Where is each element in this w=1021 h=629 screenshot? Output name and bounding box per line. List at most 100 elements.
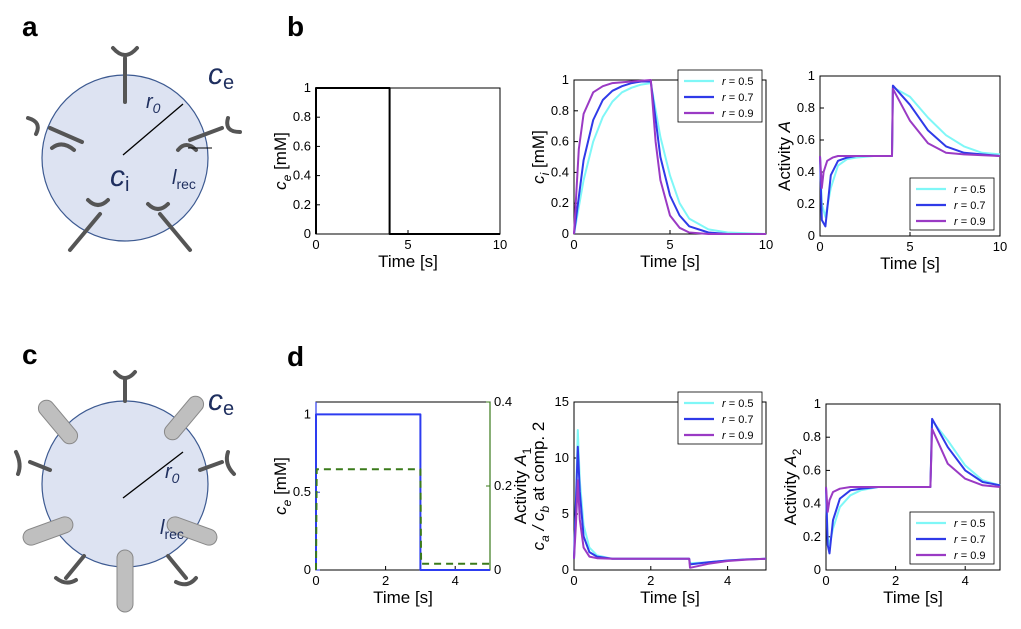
y2-tick-label: 0 bbox=[494, 562, 501, 577]
x-tick-label: 0 bbox=[570, 573, 577, 588]
legend-label: r = 0.7 bbox=[954, 200, 986, 212]
legend: r = 0.5 r = 0.7 r = 0.9 bbox=[909, 511, 995, 565]
plot-frame bbox=[573, 401, 767, 571]
panel-letter-b: b bbox=[287, 11, 304, 42]
panel-letter-a: a bbox=[22, 11, 38, 42]
legend-label: r = 0.9 bbox=[722, 430, 754, 442]
y-tick-label: 0.6 bbox=[293, 138, 311, 153]
series-line-c-e bbox=[315, 87, 500, 235]
x-tick-label: 5 bbox=[666, 237, 673, 252]
x-tick-label: 10 bbox=[993, 239, 1007, 254]
series-line-r-0-5 bbox=[573, 429, 767, 565]
radius-line bbox=[122, 451, 184, 499]
y-tick-label: 0.8 bbox=[803, 429, 821, 444]
y-tick-label: 0.6 bbox=[551, 134, 569, 149]
receptor-length-label: lrec bbox=[172, 167, 196, 192]
legend-label: r = 0.9 bbox=[722, 108, 754, 120]
series-line-r-0-5 bbox=[573, 82, 767, 235]
y-tick-label: 0.2 bbox=[803, 529, 821, 544]
y-tick-label: 1 bbox=[562, 72, 569, 87]
series-line-r-0-7 bbox=[573, 80, 766, 235]
y-tick-label: 5 bbox=[562, 506, 569, 521]
y2-tick-label: 0.2 bbox=[494, 478, 512, 493]
y-tick-label: 15 bbox=[555, 394, 569, 409]
plot-frame bbox=[315, 401, 491, 571]
series-line-r-0-9 bbox=[819, 87, 1001, 189]
inside-concentration-label: ci bbox=[110, 160, 129, 196]
y-tick-label: 0.4 bbox=[797, 164, 815, 179]
panel-letter-d: d bbox=[287, 341, 304, 372]
y-tick-label: 0 bbox=[304, 226, 311, 241]
y2-tick-label: 0.4 bbox=[494, 394, 512, 409]
x-tick-label: 4 bbox=[962, 573, 969, 588]
x-tick-label: 10 bbox=[759, 237, 773, 252]
x-tick-label: 0 bbox=[312, 573, 319, 588]
y-tick-label: 0.8 bbox=[797, 100, 815, 115]
legend: r = 0.5 r = 0.7 r = 0.9 bbox=[909, 177, 995, 231]
y-tick-label: 0.6 bbox=[797, 132, 815, 147]
series-line-a-1 bbox=[315, 468, 490, 571]
y-axis-label: ce [mM] bbox=[271, 132, 294, 190]
y-tick-label: 0.5 bbox=[293, 484, 311, 499]
x-tick-label: 2 bbox=[892, 573, 899, 588]
y-tick-label: 10 bbox=[555, 450, 569, 465]
legend-label: r = 0.5 bbox=[954, 184, 986, 196]
receptors bbox=[14, 370, 236, 587]
y-tick-label: 0.2 bbox=[797, 196, 815, 211]
x-tick-label: 2 bbox=[647, 573, 654, 588]
x-axis-label: Time [s] bbox=[883, 588, 943, 607]
y-tick-label: 0 bbox=[814, 562, 821, 577]
radius-label: r0 bbox=[165, 461, 180, 486]
y-tick-label: 0 bbox=[304, 562, 311, 577]
x-tick-label: 4 bbox=[452, 573, 459, 588]
series-line-r-0-9 bbox=[825, 427, 1001, 513]
y2-axis-label: Activity A1 bbox=[511, 447, 534, 524]
series-line-r-0-9 bbox=[573, 479, 767, 569]
chart-d3-activity: 0 2 4 0 0.2 0.4 0.6 0.8 1 Time [s] Activity A2 r = … bbox=[781, 396, 1001, 607]
x-axis-label: Time [s] bbox=[880, 254, 940, 273]
x-tick-label: 0 bbox=[816, 239, 823, 254]
legend-label: r = 0.5 bbox=[722, 76, 754, 88]
radius-line bbox=[122, 103, 184, 156]
plot-frame bbox=[315, 87, 501, 235]
y-tick-label: 0.8 bbox=[293, 109, 311, 124]
y-axis-label: ce [mM] bbox=[271, 457, 294, 515]
panel-letter-c: c bbox=[22, 339, 38, 370]
chart-b3-activity: 0 5 10 0 0.2 0.4 0.6 0.8 1 Time [s] Activity A r = … bbox=[775, 68, 1007, 273]
legend-label: r = 0.7 bbox=[722, 414, 754, 426]
y-tick-label: 0.6 bbox=[803, 462, 821, 477]
y-tick-label: 1 bbox=[808, 68, 815, 83]
legend-label: r = 0.9 bbox=[954, 216, 986, 228]
receptors bbox=[26, 46, 242, 252]
x-axis-label: Time [s] bbox=[378, 252, 438, 271]
y-tick-label: 0.2 bbox=[293, 197, 311, 212]
legend: r = 0.5 r = 0.7 r = 0.9 bbox=[677, 69, 763, 123]
radius-label: r0 bbox=[146, 91, 161, 116]
y-tick-label: 0.8 bbox=[551, 103, 569, 118]
series-line-r-0-7 bbox=[573, 445, 767, 566]
y-tick-label: 0.4 bbox=[551, 164, 569, 179]
outside-concentration-label: ce bbox=[208, 384, 234, 420]
cell-diagram-a: r0 ce ci lrec bbox=[26, 46, 242, 252]
legend-label: r = 0.7 bbox=[722, 92, 754, 104]
series-line-r-0-9 bbox=[573, 79, 766, 235]
y-tick-label: 0.2 bbox=[551, 195, 569, 210]
x-tick-label: 0 bbox=[822, 573, 829, 588]
y-tick-label: 0.4 bbox=[803, 496, 821, 511]
y-axis-label: ci [mM] bbox=[529, 130, 552, 184]
y-axis-label: Activity A bbox=[775, 121, 794, 191]
receptor-length-label: lrec bbox=[160, 517, 184, 542]
x-tick-label: 5 bbox=[404, 237, 411, 252]
y-tick-label: 1 bbox=[304, 406, 311, 421]
chart-b1-external-concentration: 0 5 10 0 0.2 0.4 0.6 0.8 1 Time [s] ce [mM] bbox=[271, 80, 507, 271]
channels bbox=[22, 395, 218, 613]
legend-label: r = 0.5 bbox=[722, 398, 754, 410]
y-tick-label: 0.4 bbox=[293, 168, 311, 183]
legend-label: r = 0.9 bbox=[954, 550, 986, 562]
x-tick-label: 10 bbox=[493, 237, 507, 252]
y-axis-label: ca / cb at comp. 2 bbox=[529, 422, 552, 551]
x-axis-label: Time [s] bbox=[640, 252, 700, 271]
series-line-c-e bbox=[315, 413, 490, 571]
y-tick-label: 1 bbox=[814, 396, 821, 411]
